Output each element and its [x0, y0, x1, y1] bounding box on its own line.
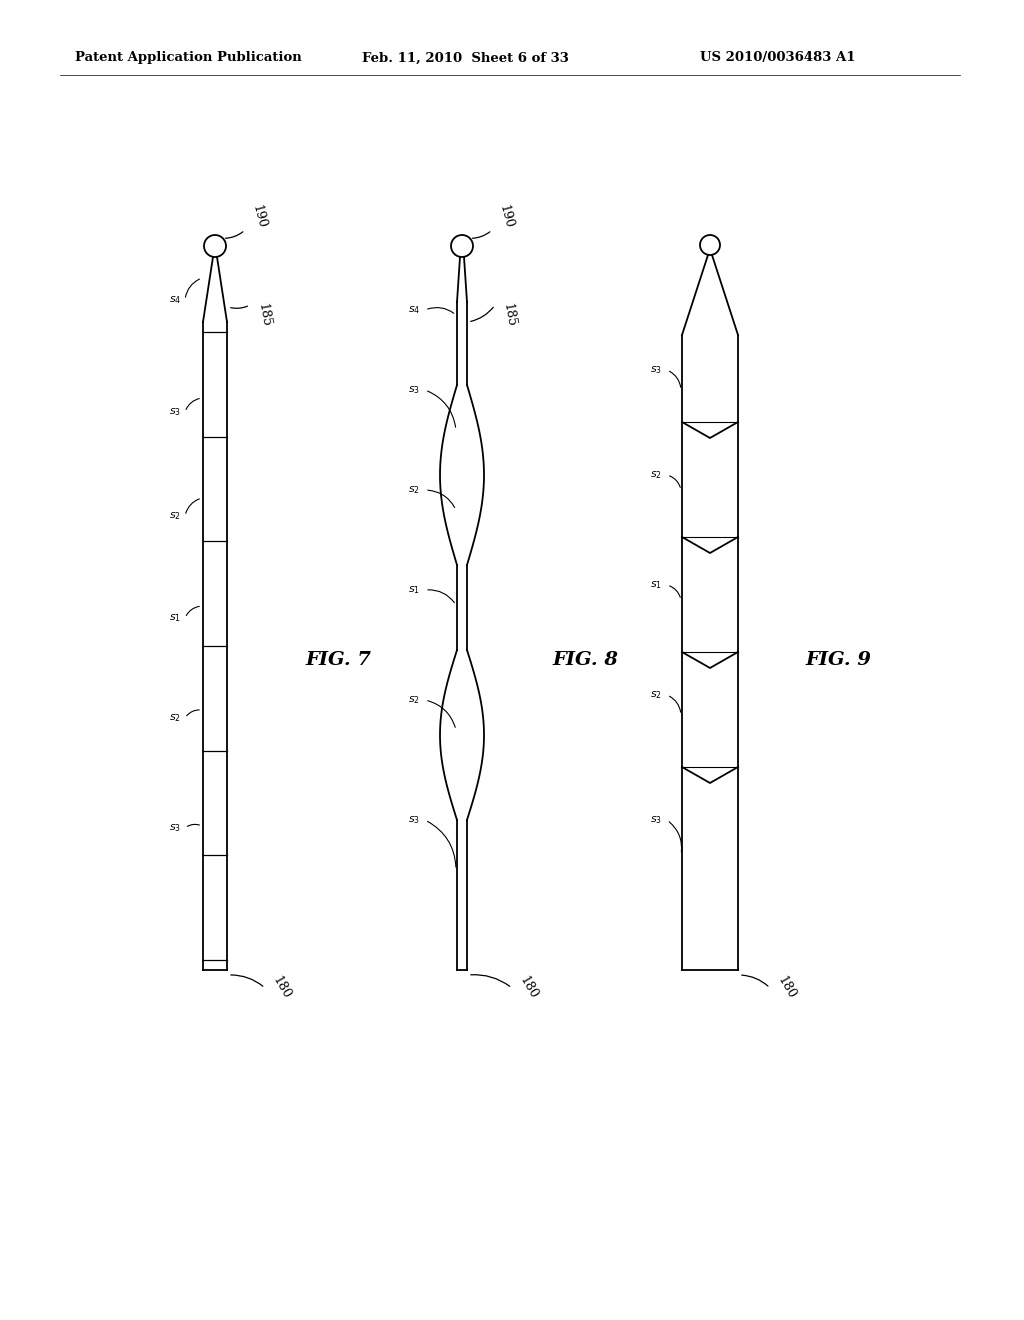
Text: 185: 185	[255, 302, 272, 327]
Text: $s_3$: $s_3$	[408, 814, 420, 826]
Text: 185: 185	[500, 302, 517, 327]
Text: $s_1$: $s_1$	[169, 612, 181, 624]
Text: 190: 190	[497, 203, 516, 230]
Text: $s_3$: $s_3$	[650, 814, 662, 826]
Text: $s_3$: $s_3$	[169, 822, 181, 834]
Text: $s_2$: $s_2$	[169, 510, 181, 521]
Text: $s_4$: $s_4$	[408, 304, 420, 315]
Text: $s_2$: $s_2$	[408, 484, 420, 496]
Text: $s_3$: $s_3$	[408, 384, 420, 396]
Text: $s_1$: $s_1$	[408, 583, 420, 595]
Text: FIG. 7: FIG. 7	[305, 651, 371, 669]
Text: 180: 180	[270, 974, 293, 1002]
Text: FIG. 9: FIG. 9	[805, 651, 871, 669]
Text: Patent Application Publication: Patent Application Publication	[75, 51, 302, 65]
Text: 180: 180	[517, 974, 541, 1002]
Text: US 2010/0036483 A1: US 2010/0036483 A1	[700, 51, 855, 65]
Text: $s_3$: $s_3$	[650, 364, 662, 376]
Text: $s_1$: $s_1$	[650, 579, 662, 591]
Text: $s_2$: $s_2$	[650, 689, 662, 701]
Text: $s_3$: $s_3$	[169, 407, 181, 418]
Text: FIG. 8: FIG. 8	[552, 651, 618, 669]
Text: $s_2$: $s_2$	[650, 469, 662, 480]
Text: $s_4$: $s_4$	[169, 294, 181, 306]
Text: $s_2$: $s_2$	[169, 711, 181, 723]
Text: Feb. 11, 2010  Sheet 6 of 33: Feb. 11, 2010 Sheet 6 of 33	[362, 51, 569, 65]
Text: 180: 180	[775, 974, 799, 1002]
Text: 190: 190	[250, 203, 268, 230]
Text: $s_2$: $s_2$	[408, 694, 420, 706]
